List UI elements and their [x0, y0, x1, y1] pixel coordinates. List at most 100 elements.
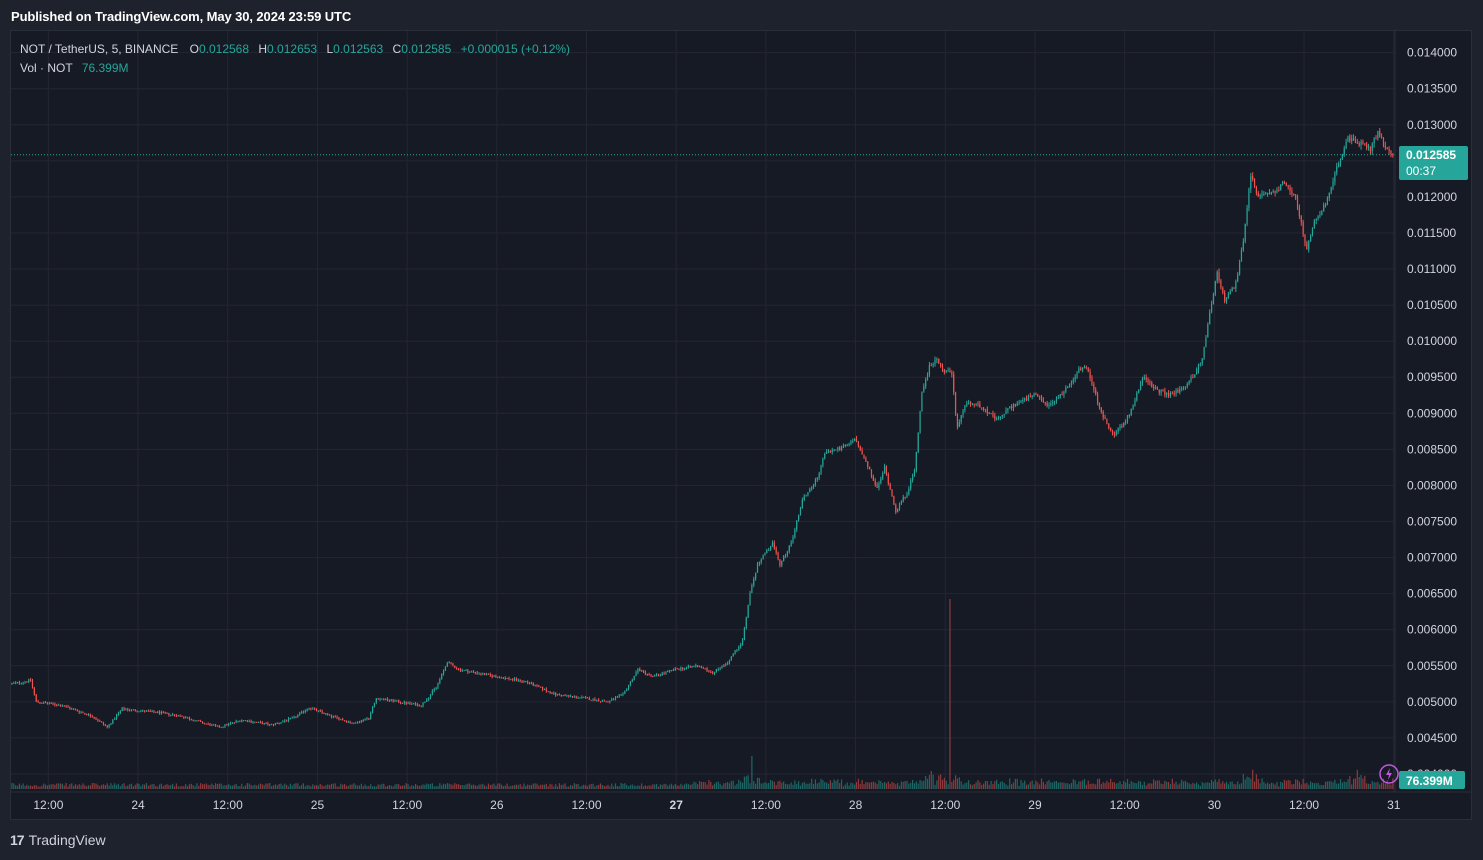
volume-bar	[895, 784, 897, 789]
y-tick-label: 0.008000	[1407, 478, 1457, 492]
volume-bar	[579, 786, 581, 789]
price-tag-value: 0.012585	[1406, 148, 1456, 162]
volume-bar	[889, 783, 891, 789]
candle-body	[743, 627, 746, 640]
candle-body	[1354, 140, 1357, 143]
candle-body	[1240, 249, 1243, 262]
volume-bar	[261, 784, 263, 789]
volume-bar	[958, 777, 960, 789]
volume-bar	[631, 784, 633, 789]
candle-body	[110, 723, 112, 725]
candle-body	[334, 716, 336, 718]
volume-bar	[1054, 781, 1056, 789]
volume-bar	[996, 779, 998, 789]
volume-bar	[1184, 780, 1187, 789]
volume-bar	[773, 781, 775, 789]
volume-bar	[1091, 783, 1093, 789]
volume-bar	[1229, 781, 1231, 789]
candle-body	[532, 683, 534, 686]
volume-bar	[336, 786, 338, 789]
time-axis[interactable]: 12:00 24 12:00 25 12:00 26 12:00 27 12:00 28 12:00…	[33, 798, 1400, 812]
volume-bar	[200, 783, 202, 789]
volume-bar	[975, 782, 977, 789]
volume-bar	[420, 785, 422, 789]
candle-body	[1388, 148, 1390, 151]
candle-body	[762, 555, 764, 560]
volume-bar	[1029, 781, 1031, 789]
volume-bar	[627, 786, 630, 789]
volume-bar	[601, 785, 604, 789]
candle-body	[947, 370, 949, 372]
volume-bar	[472, 784, 475, 789]
candle-body	[915, 452, 917, 471]
legend-symbol[interactable]: NOT / TetherUS, 5, BINANCE	[20, 42, 179, 56]
volume-bar	[829, 780, 831, 789]
candle-body	[435, 687, 437, 690]
candle-body	[581, 696, 583, 698]
volume-bar	[926, 778, 929, 789]
candle-body	[547, 691, 549, 693]
price-axis[interactable]: 0.0140000.0135000.0130000.0125000.012000…	[1407, 46, 1457, 781]
volume-bar	[708, 779, 710, 789]
candle-body	[93, 717, 95, 719]
candle-body	[616, 696, 618, 698]
candle-body	[200, 721, 202, 723]
volume-bar	[1096, 779, 1099, 789]
candle-body	[162, 711, 164, 713]
legend-change: +0.000015 (+0.12%)	[460, 42, 571, 56]
volume-bar	[237, 786, 239, 789]
chart-container[interactable]	[10, 30, 1472, 820]
volume-bar	[1263, 782, 1265, 789]
volume-bar	[56, 783, 58, 789]
candle-body	[448, 662, 450, 664]
volume-bar	[140, 786, 142, 789]
volume-bar	[816, 783, 818, 789]
candle-body	[837, 447, 839, 450]
candle-body	[291, 717, 293, 719]
candle-body	[1250, 176, 1252, 189]
candle-body	[1386, 147, 1388, 149]
volume-bar	[1382, 778, 1385, 789]
volume-bar	[1149, 783, 1151, 789]
volume-bar	[783, 781, 785, 789]
volume-bar	[33, 785, 35, 789]
candle-body	[357, 722, 359, 724]
candle-body	[306, 709, 308, 711]
candle-body	[495, 675, 497, 677]
volume-bar	[590, 783, 592, 789]
candle-body	[144, 710, 146, 712]
volume-bar	[1371, 781, 1373, 789]
candle-body	[971, 403, 973, 405]
candle-body	[850, 441, 852, 444]
candle-body	[1153, 387, 1155, 389]
volume-bar	[1031, 780, 1033, 789]
lightning-icon[interactable]	[1379, 764, 1399, 784]
volume-bar	[1354, 778, 1357, 789]
legend-volume-label[interactable]: Vol · NOT	[20, 61, 73, 75]
volume-bar	[938, 775, 940, 789]
candle-body	[824, 453, 826, 459]
volume-bar	[811, 778, 813, 789]
volume-bar	[211, 783, 213, 789]
candle-body	[900, 501, 902, 504]
volume-bar	[1136, 783, 1138, 789]
candle-body	[1095, 389, 1097, 395]
volume-bar	[721, 785, 723, 789]
volume-bar	[72, 785, 75, 789]
candle-body	[1080, 368, 1082, 370]
candle-body	[484, 673, 486, 675]
candle-body	[1057, 397, 1059, 399]
volume-bar	[633, 785, 635, 789]
volume-bar	[130, 783, 133, 789]
volume-bar	[84, 785, 86, 789]
candle-body	[411, 703, 413, 705]
candle-body	[1125, 421, 1127, 423]
y-tick-label: 0.009000	[1407, 406, 1457, 420]
candle-body	[777, 552, 779, 560]
candle-body	[134, 709, 136, 711]
candle-body	[185, 717, 187, 719]
volume-bar	[61, 783, 63, 789]
candle-body	[609, 700, 611, 703]
volume-bar	[1063, 782, 1065, 789]
